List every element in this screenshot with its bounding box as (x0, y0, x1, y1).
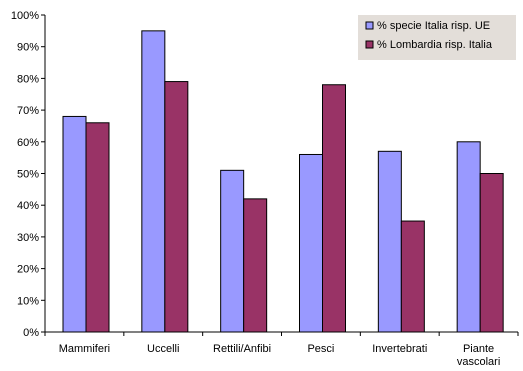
y-axis-ticks: 0% 10% 20% 30% 40% 50% 60% 70% 80% 90% 100% (11, 10, 45, 339)
bar-series-2 (243, 198, 268, 333)
bar-series-2 (322, 84, 346, 333)
axes (44, 15, 519, 336)
legend-box (358, 15, 516, 60)
x-category-label: Uccelli (147, 343, 179, 355)
legend-label: % specie Italia risp. UE (377, 20, 490, 32)
bars (62, 30, 504, 333)
y-tick-label: 40% (17, 200, 39, 212)
legend-swatch (365, 21, 374, 30)
y-tick-label: 20% (17, 264, 39, 276)
y-tick-label: 70% (17, 105, 39, 117)
bar-series-1 (141, 30, 166, 333)
bar-series-2 (479, 173, 504, 333)
bar-series-2 (85, 122, 110, 333)
bar-series-1 (220, 169, 245, 333)
legend-swatch (365, 40, 374, 49)
legend-label: % Lombardia risp. Italia (377, 39, 493, 51)
x-category-label: Mammiferi (59, 343, 110, 355)
x-axis-labels: Mammiferi Uccelli Rettili/Anfibi Pesci Inver… (59, 343, 501, 368)
y-tick-label: 10% (17, 295, 39, 307)
x-category-label: Invertebrati (372, 343, 427, 355)
x-category-label: Rettili/Anfibi (213, 343, 271, 355)
bar-series-1 (62, 115, 87, 333)
y-tick-label: 100% (11, 10, 39, 22)
y-tick-label: 80% (17, 73, 39, 85)
x-category-label: Pesci (307, 343, 334, 355)
y-tick-label: 90% (17, 42, 39, 54)
bar-series-2 (164, 81, 189, 333)
y-tick-label: 60% (17, 137, 39, 149)
bar-series-1 (299, 153, 323, 333)
bar-series-1 (377, 150, 402, 333)
y-tick-label: 30% (17, 232, 39, 244)
bar-series-1 (456, 141, 481, 333)
bar-series-2 (400, 220, 425, 333)
legend: % specie Italia risp. UE % Lombardia risp… (358, 15, 516, 60)
y-tick-label: 0% (23, 327, 39, 339)
y-tick-label: 50% (17, 169, 39, 181)
x-category-label: Piante vascolari (457, 343, 500, 368)
